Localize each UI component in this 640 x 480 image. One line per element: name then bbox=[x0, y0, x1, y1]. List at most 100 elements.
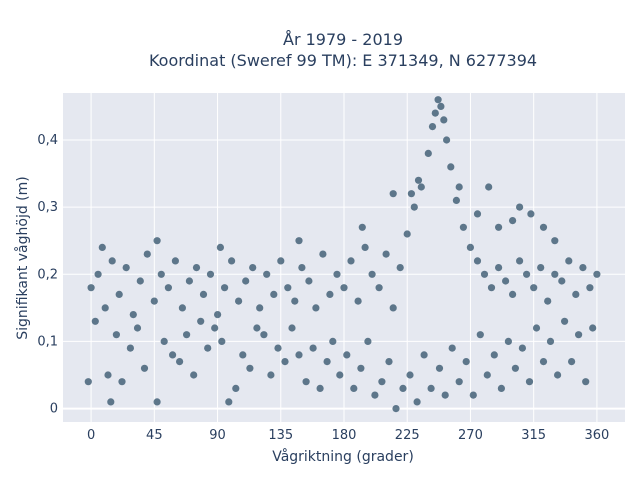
data-point bbox=[358, 223, 366, 231]
data-point bbox=[270, 290, 278, 298]
data-point bbox=[185, 277, 193, 285]
data-point bbox=[487, 284, 496, 292]
data-point bbox=[504, 337, 512, 345]
data-point bbox=[447, 163, 455, 171]
data-point bbox=[347, 257, 355, 265]
data-point bbox=[532, 324, 541, 332]
data-point bbox=[417, 183, 425, 191]
data-point bbox=[495, 264, 503, 272]
data-point bbox=[443, 136, 451, 144]
y-tick-label: 0,4 bbox=[37, 133, 58, 148]
x-tick-label: 225 bbox=[395, 428, 420, 443]
x-tick-label: 315 bbox=[521, 428, 546, 443]
data-point bbox=[385, 358, 393, 366]
data-point bbox=[126, 344, 134, 352]
data-point bbox=[107, 398, 115, 406]
data-point bbox=[169, 351, 177, 359]
data-point bbox=[434, 96, 442, 104]
data-point bbox=[108, 257, 116, 265]
data-point bbox=[410, 203, 418, 211]
data-point bbox=[403, 230, 411, 238]
data-point bbox=[586, 284, 594, 292]
data-point bbox=[537, 264, 545, 272]
data-point bbox=[101, 304, 109, 312]
data-point bbox=[122, 264, 130, 272]
data-point bbox=[239, 351, 247, 359]
data-point bbox=[246, 364, 254, 372]
data-point bbox=[112, 331, 120, 339]
data-point bbox=[206, 270, 215, 278]
data-point bbox=[284, 284, 292, 292]
data-point bbox=[221, 284, 229, 292]
data-point bbox=[94, 270, 102, 278]
data-point bbox=[190, 371, 198, 379]
data-point bbox=[295, 237, 303, 245]
data-point bbox=[235, 297, 243, 305]
y-axis-ticks: 0 0,1 0,2 0,3 0,4 bbox=[37, 133, 58, 417]
data-point bbox=[435, 364, 444, 372]
data-point bbox=[427, 384, 435, 392]
data-point bbox=[565, 257, 573, 265]
data-point bbox=[232, 384, 240, 392]
data-point bbox=[118, 378, 126, 386]
data-point bbox=[378, 378, 386, 386]
data-point bbox=[473, 210, 482, 218]
data-point bbox=[326, 290, 334, 298]
data-point bbox=[539, 223, 548, 231]
chart-subtitle: Koordinat (Sweref 99 TM): E 371349, N 62… bbox=[149, 51, 537, 70]
data-point bbox=[295, 351, 303, 359]
data-point bbox=[225, 398, 233, 406]
data-point bbox=[350, 384, 358, 392]
data-point bbox=[508, 217, 517, 225]
data-point bbox=[558, 277, 566, 285]
data-point bbox=[407, 190, 415, 198]
data-point bbox=[84, 378, 92, 386]
data-point bbox=[316, 384, 324, 392]
x-axis-label: Vågriktning (grader) bbox=[272, 448, 414, 465]
data-point bbox=[508, 290, 517, 298]
data-point bbox=[104, 371, 112, 379]
data-point bbox=[544, 297, 552, 305]
data-point bbox=[274, 344, 282, 352]
data-point bbox=[361, 243, 369, 251]
data-point bbox=[298, 264, 306, 272]
data-point bbox=[305, 277, 313, 285]
data-point bbox=[431, 109, 439, 117]
data-point bbox=[406, 371, 414, 379]
data-point bbox=[368, 270, 376, 278]
x-tick-label: 360 bbox=[584, 428, 609, 443]
y-tick-label: 0 bbox=[50, 402, 58, 417]
data-point bbox=[582, 378, 590, 386]
data-point bbox=[319, 250, 327, 258]
data-point bbox=[143, 250, 151, 258]
data-point bbox=[527, 210, 535, 218]
data-point bbox=[150, 297, 158, 305]
data-point bbox=[539, 358, 548, 366]
data-point bbox=[336, 371, 344, 379]
data-point bbox=[256, 304, 264, 312]
data-point bbox=[568, 358, 576, 366]
data-point bbox=[389, 304, 397, 312]
data-point bbox=[575, 331, 583, 339]
data-point bbox=[98, 243, 106, 251]
data-point bbox=[204, 344, 212, 352]
data-point bbox=[483, 371, 491, 379]
data-point bbox=[333, 270, 341, 278]
data-point bbox=[228, 257, 236, 265]
data-point bbox=[260, 331, 268, 339]
data-point bbox=[420, 351, 428, 359]
data-point bbox=[502, 277, 510, 285]
data-points bbox=[84, 96, 601, 413]
data-point bbox=[115, 290, 123, 298]
data-point bbox=[546, 337, 555, 345]
data-point bbox=[424, 149, 432, 157]
data-point bbox=[516, 257, 524, 265]
data-point bbox=[389, 190, 397, 198]
gridlines bbox=[63, 93, 625, 422]
data-point bbox=[153, 237, 161, 245]
data-point bbox=[302, 378, 310, 386]
data-point bbox=[133, 324, 142, 332]
data-point bbox=[530, 284, 538, 292]
data-point bbox=[518, 344, 527, 352]
data-point bbox=[473, 257, 482, 265]
